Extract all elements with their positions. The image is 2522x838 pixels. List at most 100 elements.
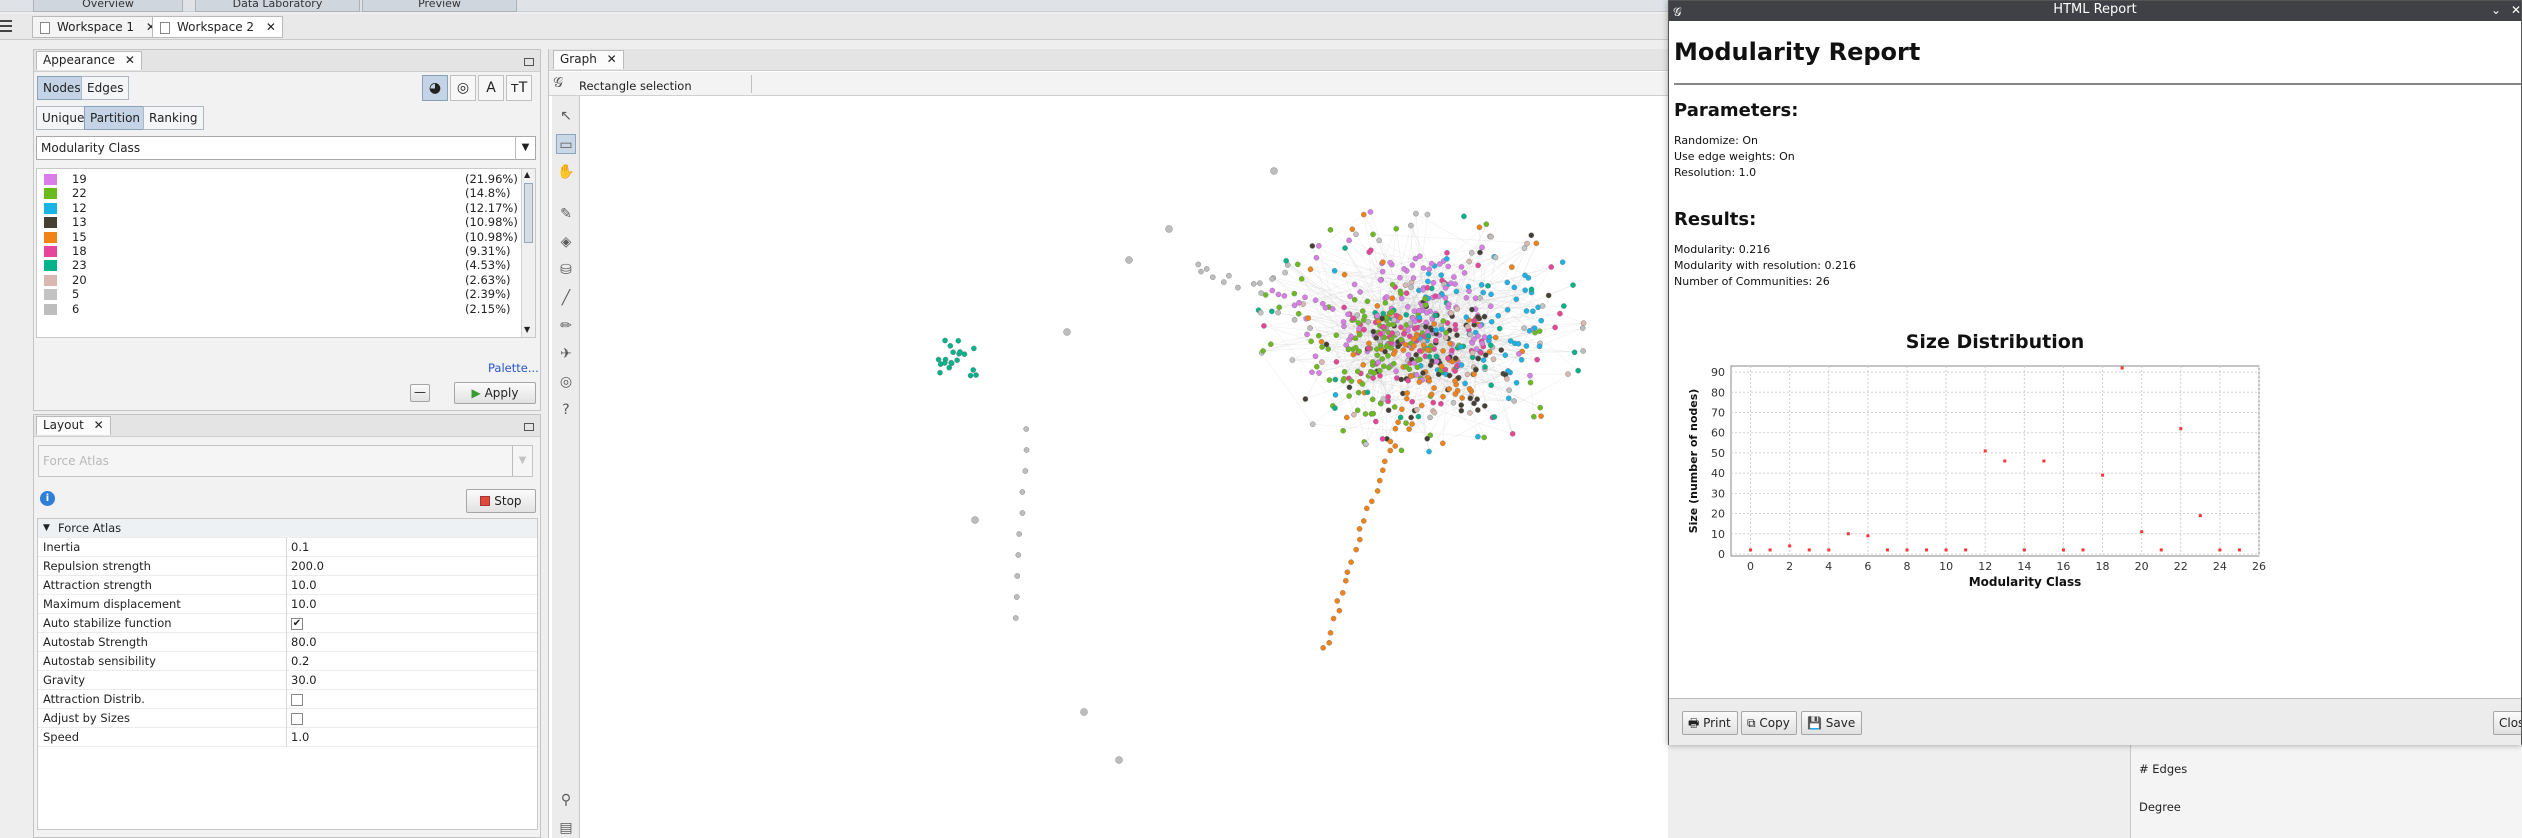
color-swatch[interactable] bbox=[44, 202, 57, 214]
partition-item[interactable]: 19 (21.96%) bbox=[37, 172, 518, 186]
chevron-down-icon[interactable]: ▼ bbox=[515, 137, 535, 159]
workspace-tab-1[interactable]: Workspace 1 ✕ bbox=[32, 16, 163, 38]
copy-button[interactable]: ⧉ Copy bbox=[1741, 711, 1797, 735]
partition-item[interactable]: 20 (2.63%) bbox=[37, 273, 517, 287]
menu-icon[interactable] bbox=[0, 20, 12, 35]
checkbox[interactable] bbox=[291, 713, 303, 725]
partition-scrollbar[interactable]: ▲ ▼ bbox=[521, 169, 535, 337]
color-swatch[interactable] bbox=[44, 274, 57, 286]
brush-icon[interactable]: ╱ bbox=[561, 290, 571, 306]
minimize-icon[interactable] bbox=[524, 58, 534, 66]
color-swatch[interactable] bbox=[44, 289, 57, 301]
color-swatch[interactable] bbox=[44, 174, 57, 185]
partition-item[interactable]: 12 (12.17%) bbox=[37, 201, 518, 215]
partition-item[interactable]: 15 (10.98%) bbox=[37, 230, 518, 244]
property-row[interactable]: Inertia 0.1 bbox=[38, 538, 537, 557]
help-icon[interactable]: ? bbox=[562, 402, 570, 418]
close-window-icon[interactable]: ✕ bbox=[2511, 3, 2522, 17]
pointer-icon[interactable]: ↖ bbox=[560, 108, 572, 124]
color-swatch[interactable] bbox=[44, 245, 57, 257]
tab-partition[interactable]: Partition bbox=[84, 106, 147, 130]
rectangle-select-icon[interactable]: ▭ bbox=[556, 134, 576, 154]
property-row[interactable]: Maximum displacement 10.0 bbox=[38, 595, 537, 614]
scrollbar-thumb[interactable] bbox=[524, 183, 533, 243]
property-value[interactable]: 10.0 bbox=[291, 578, 317, 592]
settings-icon[interactable]: ▤ bbox=[559, 820, 573, 836]
minimize-icon[interactable] bbox=[524, 423, 534, 431]
label-color-icon[interactable]: A bbox=[478, 75, 504, 101]
target-icon[interactable]: ◎ bbox=[559, 374, 573, 390]
color-swatch[interactable] bbox=[44, 217, 57, 229]
save-button[interactable]: 💾 Save bbox=[1801, 711, 1863, 735]
property-row[interactable]: Autostab sensibility 0.2 bbox=[38, 652, 537, 671]
tab-ranking[interactable]: Ranking bbox=[143, 106, 204, 130]
palette-link[interactable]: Palette... bbox=[488, 361, 539, 375]
property-value[interactable]: 80.0 bbox=[291, 635, 317, 649]
close-button[interactable]: Close bbox=[2493, 711, 2521, 735]
close-icon[interactable]: ✕ bbox=[265, 20, 276, 34]
partition-item[interactable]: 13 (10.98%) bbox=[37, 215, 518, 229]
property-row[interactable]: Auto stabilize function ✔ bbox=[38, 614, 537, 633]
property-row[interactable]: Adjust by Sizes bbox=[38, 709, 537, 728]
property-value[interactable]: 0.1 bbox=[291, 540, 310, 554]
workspace-tab-2[interactable]: Workspace 2 ✕ bbox=[152, 16, 283, 38]
size-icon[interactable]: ◎ bbox=[450, 75, 476, 101]
tab-preview[interactable]: Preview bbox=[362, 0, 517, 12]
layout-algorithm-select[interactable]: Force Atlas ▼ bbox=[38, 445, 533, 477]
layout-tab[interactable]: Layout ✕ bbox=[36, 416, 111, 435]
property-row[interactable]: Repulsion strength 200.0 bbox=[38, 557, 537, 576]
close-icon[interactable]: ✕ bbox=[124, 53, 135, 67]
tab-nodes[interactable]: Nodes bbox=[37, 76, 87, 100]
collapse-icon[interactable]: ▼ bbox=[43, 523, 50, 533]
paint-bucket-icon[interactable]: ⛁ bbox=[560, 262, 572, 278]
property-value[interactable]: 0.2 bbox=[291, 654, 310, 668]
tab-unique[interactable]: Unique bbox=[36, 106, 91, 130]
apply-button[interactable]: ▶ Apply bbox=[454, 382, 536, 404]
color-swatch[interactable] bbox=[44, 260, 57, 272]
color-swatch[interactable] bbox=[44, 303, 57, 315]
tab-edges[interactable]: Edges bbox=[81, 76, 130, 100]
collapse-button[interactable]: — bbox=[410, 384, 430, 402]
print-button[interactable]: 🖶 Print bbox=[1682, 711, 1738, 735]
property-row[interactable]: Gravity 30.0 bbox=[38, 671, 537, 690]
chevron-down-icon[interactable]: ⌄ bbox=[2491, 3, 2502, 17]
property-value[interactable]: 1.0 bbox=[291, 730, 310, 744]
chevron-up-icon[interactable]: ▲ bbox=[524, 170, 531, 179]
color-swatch[interactable] bbox=[44, 231, 57, 243]
appearance-tab[interactable]: Appearance ✕ bbox=[36, 51, 142, 70]
partition-item[interactable]: 6 (2.15%) bbox=[37, 302, 517, 316]
drag-hand-icon[interactable]: ✋ bbox=[557, 164, 575, 180]
property-value[interactable]: 30.0 bbox=[291, 673, 317, 687]
stop-button[interactable]: Stop bbox=[466, 489, 536, 513]
partition-item[interactable]: 22 (14.8%) bbox=[37, 186, 517, 200]
checkbox[interactable] bbox=[291, 694, 303, 706]
chevron-down-icon[interactable]: ▼ bbox=[524, 325, 531, 334]
label-size-icon[interactable]: тT bbox=[506, 75, 532, 101]
partition-attribute-select[interactable]: Modularity Class ▼ bbox=[36, 136, 536, 160]
highlighter-icon[interactable]: ✏ bbox=[560, 318, 572, 334]
tab-overview[interactable]: Overview bbox=[33, 0, 183, 12]
tab-data-laboratory[interactable]: Data Laboratory bbox=[195, 0, 360, 12]
airplane-icon[interactable]: ✈ bbox=[560, 346, 572, 362]
pencil-icon[interactable]: ✎ bbox=[560, 206, 572, 222]
close-icon[interactable]: ✕ bbox=[145, 20, 156, 34]
graph-canvas[interactable] bbox=[582, 97, 1666, 838]
zoom-icon[interactable]: ⚲ bbox=[560, 792, 572, 808]
checkbox-checked[interactable]: ✔ bbox=[291, 618, 303, 630]
close-icon[interactable]: ✕ bbox=[93, 418, 104, 432]
property-value[interactable]: 10.0 bbox=[291, 597, 317, 611]
close-icon[interactable]: ✕ bbox=[606, 52, 617, 66]
partition-item[interactable]: 18 (9.31%) bbox=[37, 244, 517, 258]
partition-item[interactable]: 23 (4.53%) bbox=[37, 258, 517, 272]
property-row[interactable]: Speed 1.0 bbox=[38, 728, 537, 747]
graph-tab[interactable]: Graph ✕ bbox=[553, 50, 624, 69]
eraser-icon[interactable]: ◈ bbox=[560, 234, 572, 250]
property-row[interactable]: Autostab Strength 80.0 bbox=[38, 633, 537, 652]
color-palette-icon[interactable]: ◕ bbox=[422, 75, 448, 101]
info-icon[interactable]: i bbox=[40, 491, 55, 506]
property-row[interactable]: Attraction strength 10.0 bbox=[38, 576, 537, 595]
chevron-down-icon[interactable]: ▼ bbox=[512, 446, 532, 476]
property-value[interactable]: 200.0 bbox=[291, 559, 324, 573]
property-row[interactable]: Attraction Distrib. bbox=[38, 690, 537, 709]
color-swatch[interactable] bbox=[44, 188, 57, 200]
